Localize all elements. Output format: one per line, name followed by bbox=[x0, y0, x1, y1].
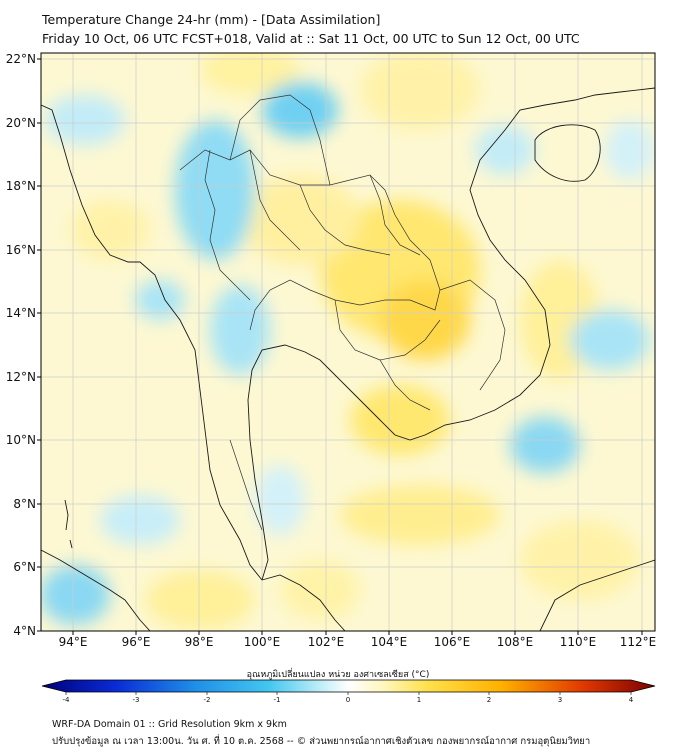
temperature-field bbox=[41, 53, 655, 631]
lon-label: 108°E bbox=[497, 635, 534, 649]
lon-label: 100°E bbox=[244, 635, 281, 649]
colorbar-tick: 2 bbox=[487, 696, 491, 704]
lon-label: 96°E bbox=[122, 635, 151, 649]
colorbar-tick: 1 bbox=[417, 696, 421, 704]
lat-label: 14°N bbox=[6, 306, 36, 320]
colorbar-tick: -1 bbox=[274, 696, 281, 704]
lon-label: 104°E bbox=[371, 635, 408, 649]
lat-label: 12°N bbox=[6, 370, 36, 384]
map-frame bbox=[40, 52, 656, 632]
colorbar-label: อุณหภูมิเปลี่ยนแปลง หน่วย องศาเซลเซียส (… bbox=[246, 670, 430, 680]
map-subtitle: Friday 10 Oct, 06 UTC FCST+018, Valid at… bbox=[42, 31, 580, 46]
lon-label: 112°E bbox=[620, 635, 657, 649]
lat-label: 8°N bbox=[13, 497, 36, 511]
colorbar-tick: -3 bbox=[133, 696, 140, 704]
colorbar-tick: -2 bbox=[204, 696, 211, 704]
lat-label: 4°N bbox=[13, 624, 36, 638]
lat-label: 18°N bbox=[6, 179, 36, 193]
footer-resolution: WRF-DA Domain 01 :: Grid Resolution 9km … bbox=[52, 719, 287, 730]
colorbar-tick: 3 bbox=[558, 696, 562, 704]
lon-label: 106°E bbox=[434, 635, 471, 649]
colorbar-tick: 4 bbox=[629, 696, 634, 704]
lat-label: 20°N bbox=[6, 116, 36, 130]
colorbar-tick: 0 bbox=[346, 696, 350, 704]
lon-label: 110°E bbox=[560, 635, 597, 649]
lat-label: 16°N bbox=[6, 243, 36, 257]
graticule bbox=[41, 53, 655, 631]
lat-label: 22°N bbox=[6, 52, 36, 66]
lon-label: 102°E bbox=[308, 635, 345, 649]
lat-label: 10°N bbox=[6, 433, 36, 447]
lat-label: 6°N bbox=[13, 560, 36, 574]
lon-label: 98°E bbox=[185, 635, 214, 649]
colorbar bbox=[41, 679, 656, 693]
map-title: Temperature Change 24-hr (mm) - [Data As… bbox=[42, 12, 381, 27]
colorbar-tick: -4 bbox=[63, 696, 71, 704]
tick-marks bbox=[37, 58, 643, 635]
footer-credit: ปรับปรุงข้อมูล ณ เวลา 13:00น. วัน ศ. ที่… bbox=[52, 736, 591, 747]
province-borders bbox=[179, 94, 506, 531]
coastlines bbox=[41, 87, 655, 631]
lon-label: 94°E bbox=[59, 635, 88, 649]
